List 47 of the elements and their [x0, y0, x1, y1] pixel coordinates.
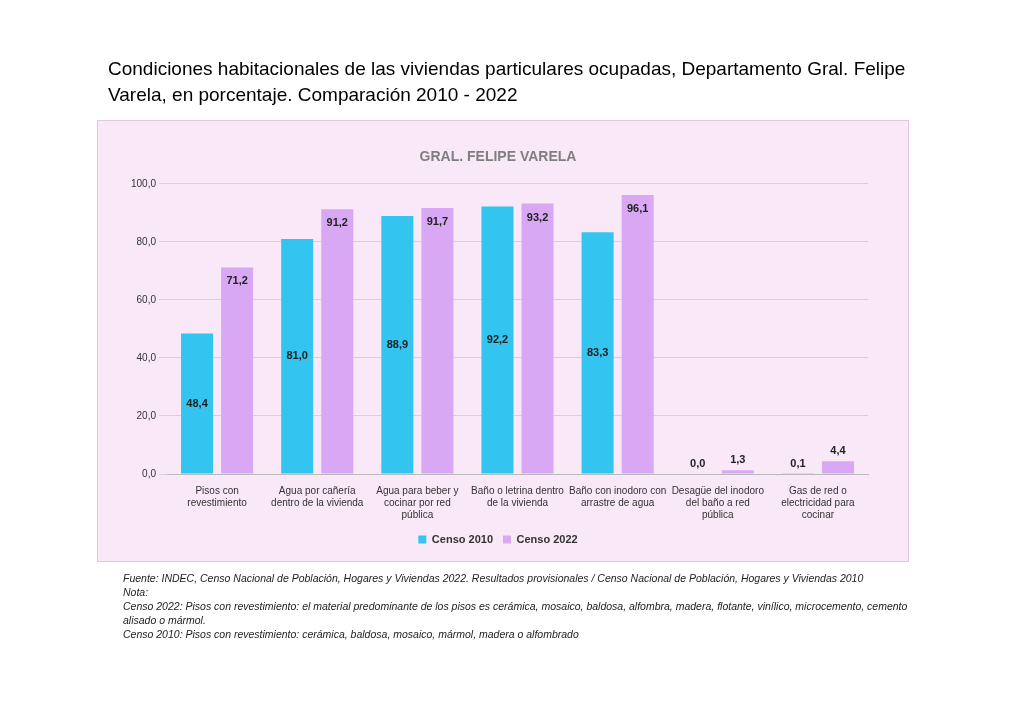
bar	[721, 470, 754, 474]
text: 93,2	[526, 210, 549, 223]
bar	[421, 207, 454, 474]
x-tick-label: Desagüe del inodoro del baño a red pública	[671, 484, 765, 520]
text: 0,0	[690, 457, 706, 470]
text: 81,0	[286, 349, 308, 362]
bar	[281, 238, 314, 474]
text: Censo 2022: Pisos con revestimiento: el material predominante de los pisos es cerámica, mosaico, baldosa, alfombra, madera, flotante, vinílico, microcemento, cemento alisado o mármol.	[123, 599, 909, 627]
text: 88,9	[386, 337, 409, 350]
x-tick-label: Agua por cañería dentro de la vivienda	[271, 484, 364, 508]
text: 0,1	[790, 456, 806, 469]
chart-subtitle: GRAL. FELIPE VARELA	[419, 148, 577, 165]
text: 4,4	[830, 444, 846, 457]
y-tick-label: 20,0	[136, 409, 157, 421]
text: 1,3	[730, 453, 746, 466]
x-tick-label: Pisos con revestimiento	[187, 484, 248, 508]
bar	[581, 232, 614, 474]
text: 92,2	[486, 333, 509, 345]
text: Censo 2010: Pisos con revestimiento: cerámica, baldosa, mosaico, mármol, madera o alfombrado	[123, 627, 580, 641]
bar	[521, 203, 554, 474]
bar	[181, 333, 214, 474]
source-note: Fuente: INDEC, Censo Nacional de Población, Hogares y Viviendas 2022. Resultados provisionales / Censo Nacional de Población, Hogares y Viviendas 2010	[123, 571, 865, 585]
text: 83,3	[586, 345, 609, 358]
text: 96,1	[626, 202, 649, 215]
bar	[321, 209, 354, 474]
x-tick-label: Gas de red o electricidad para cocinar	[781, 484, 856, 520]
text: Nota:	[123, 585, 150, 599]
y-tick-label: 80,0	[136, 235, 157, 247]
text: 48,4	[186, 396, 208, 409]
y-tick-label: 0,0	[142, 467, 157, 479]
x-tick-label: Agua para beber y cocinar por red pública	[376, 484, 459, 520]
y-tick-label: 100,0	[130, 177, 157, 189]
x-tick-label: Baño con inodoro con arrastre de agua	[569, 484, 667, 508]
bar	[621, 195, 654, 474]
text: 71,2	[226, 274, 248, 287]
bar	[381, 216, 414, 474]
text: 91,2	[326, 216, 348, 229]
chart-title: Condiciones habitacionales de las viviendas particulares ocupadas, Departamento Gral. Felipe Varela, en porcentaje. Comparación 2010 - 2022	[108, 57, 907, 107]
y-tick-label: 60,0	[136, 293, 157, 305]
bar	[221, 267, 254, 474]
legend-label: Censo 2022	[516, 532, 578, 545]
y-tick-label: 40,0	[136, 351, 157, 363]
x-tick-label: Baño o letrina dentro de la vivienda	[471, 484, 565, 508]
bar	[481, 206, 514, 474]
legend-label: Censo 2010	[431, 532, 494, 545]
bar	[821, 461, 854, 474]
text: 91,7	[426, 214, 449, 227]
